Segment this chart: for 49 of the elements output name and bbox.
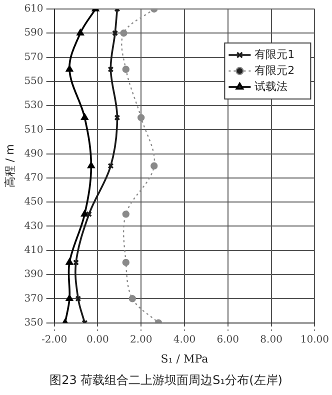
y-tick-label: 490 [24, 148, 44, 160]
y-axis-title: 高程 / m [3, 144, 16, 188]
point [66, 294, 73, 302]
point [112, 30, 118, 36]
y-tick-label: 370 [24, 293, 44, 304]
x-tick-label: 0.00 [86, 334, 109, 346]
legend-label: 有限元2 [254, 64, 295, 77]
x-tick-label: 2.00 [130, 334, 152, 346]
legend-label: 有限元1 [254, 48, 295, 61]
y-tick-label: 450 [24, 196, 44, 208]
x-tick-label: -2.00 [41, 334, 68, 346]
y-tick-label: 470 [24, 172, 44, 184]
y-tick-label: 410 [24, 244, 44, 256]
y-tick-label: 430 [24, 220, 44, 232]
point [122, 258, 130, 266]
point [81, 114, 88, 120]
x-tick-label: 4.00 [173, 334, 196, 346]
point [114, 114, 120, 121]
y-tick-label: 550 [24, 76, 44, 88]
y-tick-label: 510 [24, 124, 44, 136]
point [66, 65, 73, 72]
point [150, 162, 158, 170]
point [76, 29, 84, 36]
y-tick-label: 570 [24, 52, 44, 63]
point [108, 162, 114, 169]
y-tick-label: 530 [24, 100, 44, 112]
x-tick-label: 8.00 [260, 334, 282, 346]
line-series [72, 9, 120, 323]
point [66, 258, 73, 265]
y-tick-label: 590 [24, 28, 44, 39]
x-axis-title: S₁ / MPa [160, 352, 209, 366]
legend-label: 试载法 [254, 80, 288, 93]
point [108, 66, 114, 72]
y-tick-label: 390 [24, 269, 44, 280]
point [88, 162, 95, 168]
point [122, 66, 130, 73]
x-tick-label: 6.00 [216, 334, 240, 346]
point [81, 210, 88, 217]
y-tick-label: 350 [24, 317, 44, 328]
point [86, 211, 92, 218]
point [122, 210, 130, 218]
point [120, 30, 128, 37]
caption: 图23 荷载组合二上游坝面周边S₁分布(左岸) [48, 372, 284, 389]
point [128, 295, 136, 302]
point [75, 296, 82, 302]
y-tick-label: 610 [24, 4, 44, 15]
x-tick-label: 10.00 [300, 334, 330, 346]
point [72, 259, 80, 266]
point [137, 114, 145, 122]
